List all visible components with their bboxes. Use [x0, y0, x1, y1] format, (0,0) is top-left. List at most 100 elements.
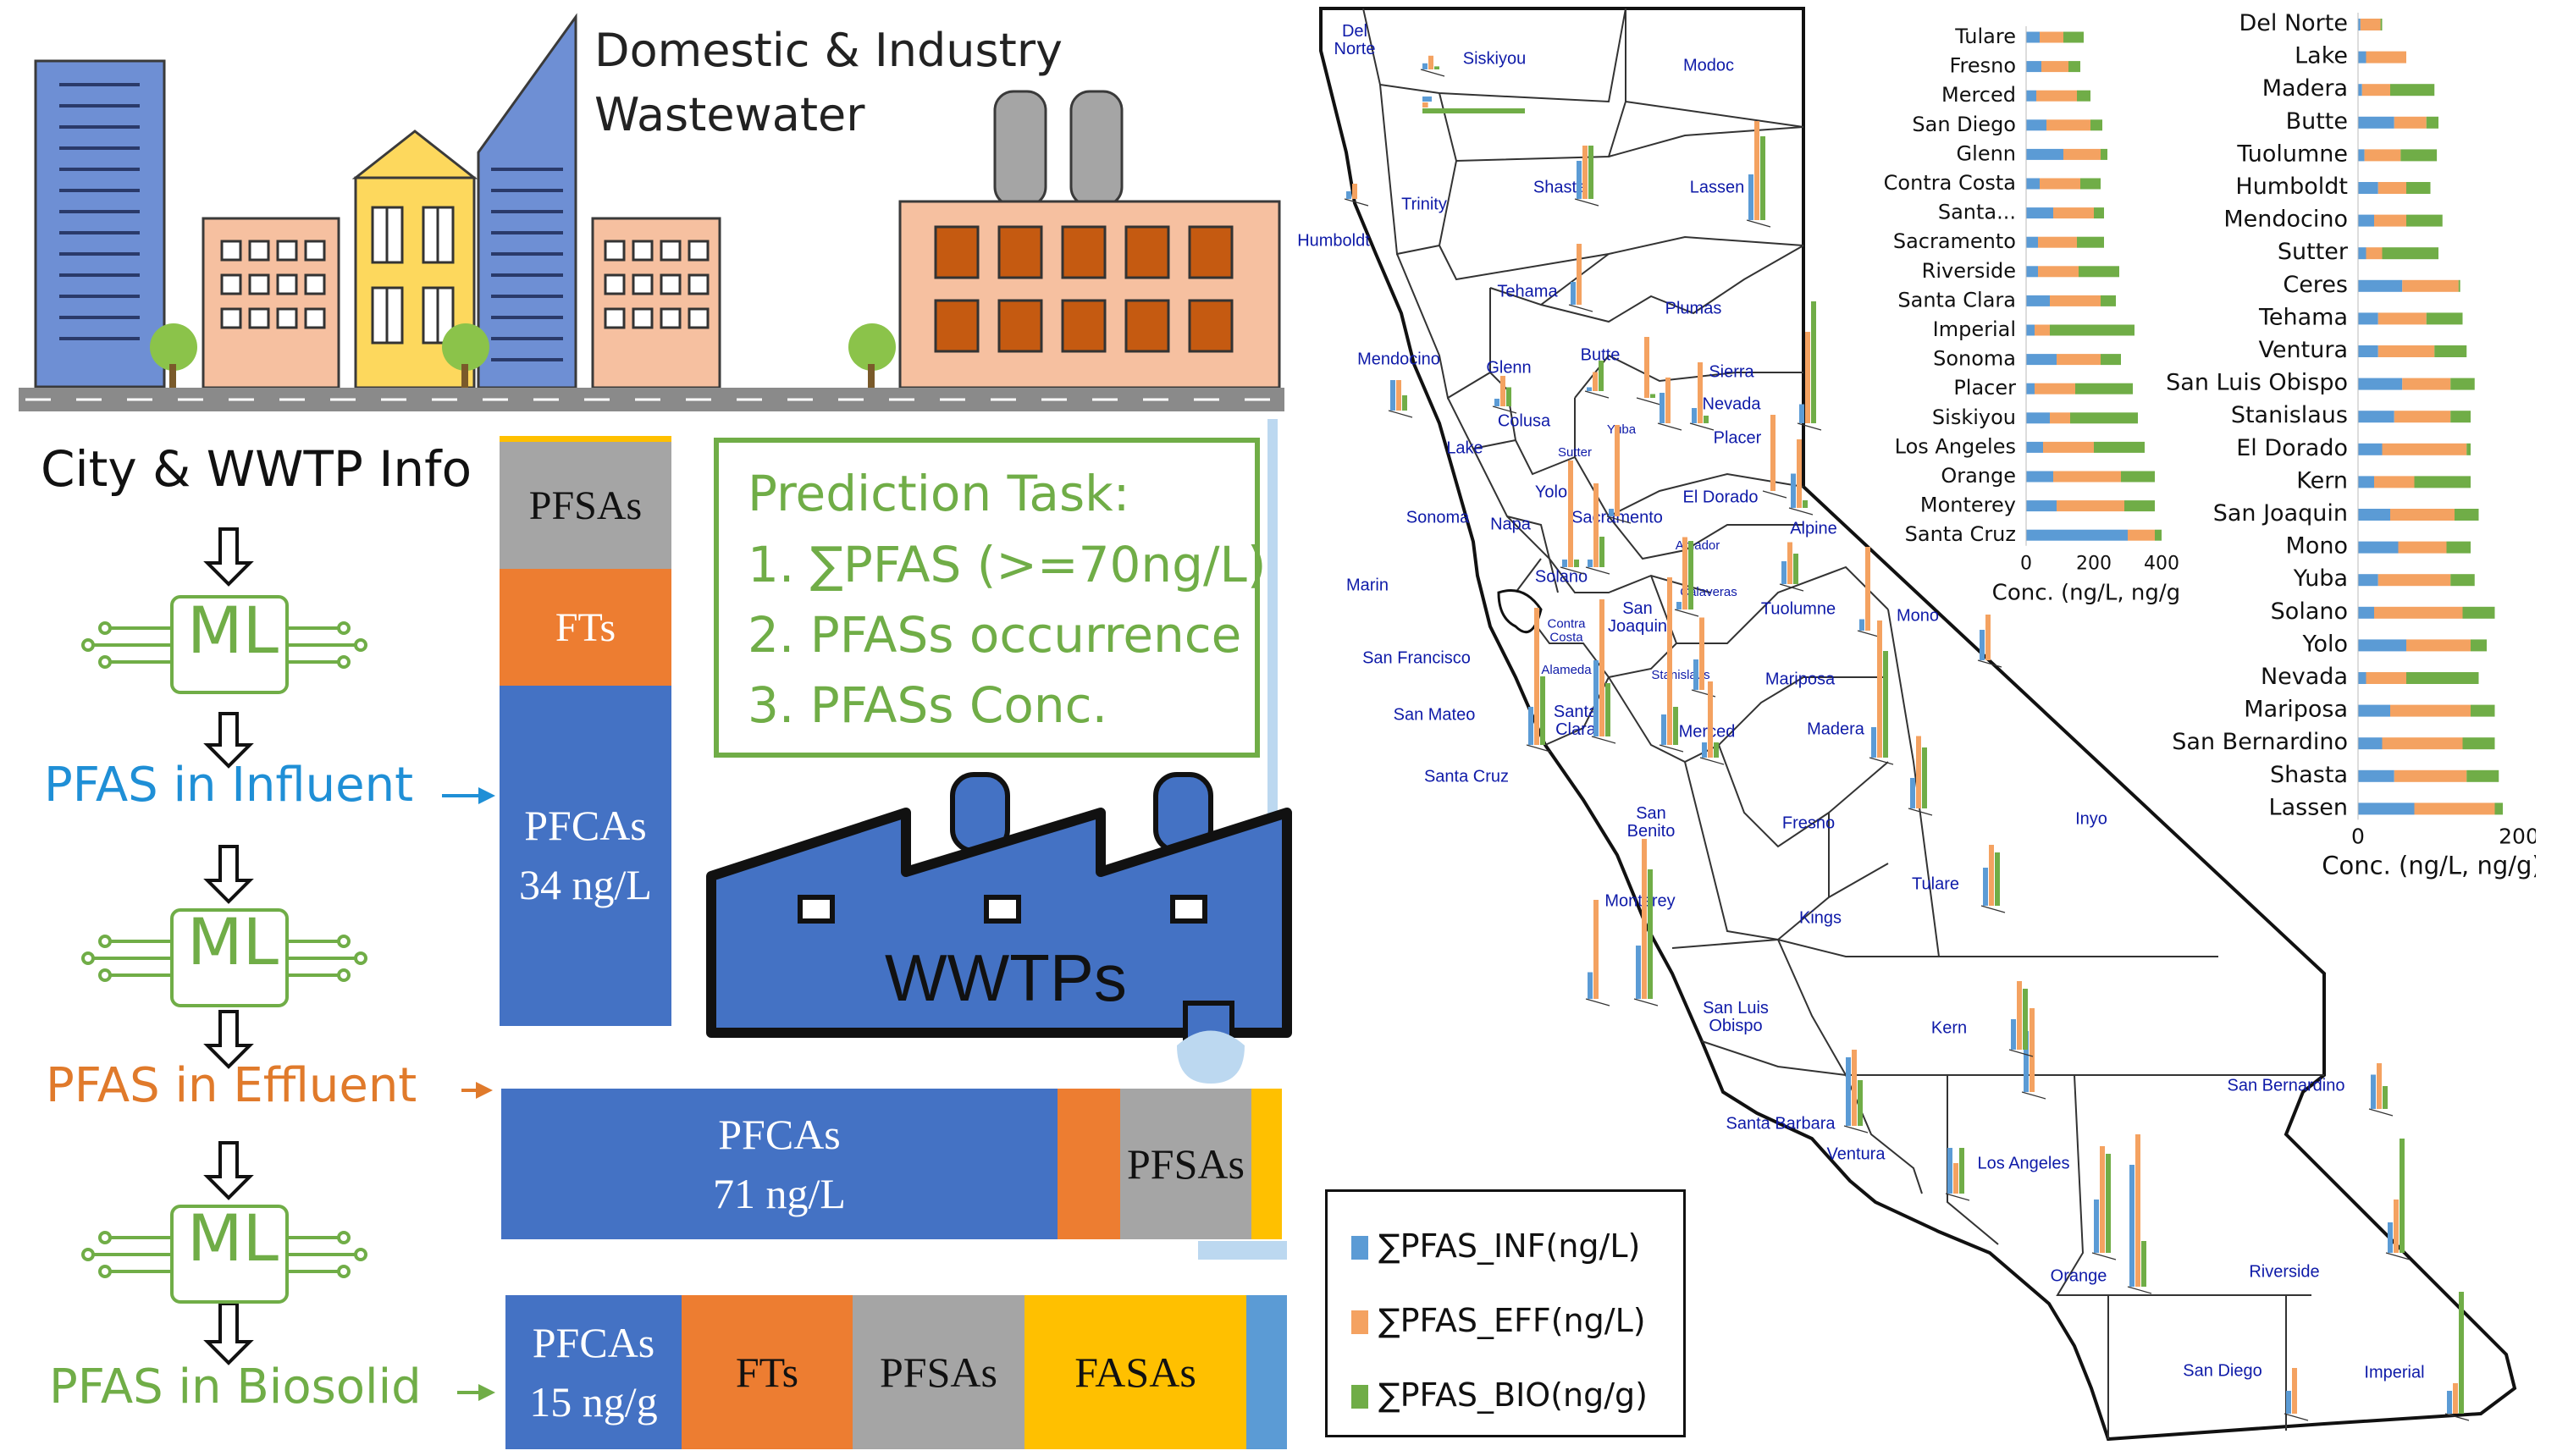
bar-segment — [2358, 312, 2378, 325]
category-label: Mono — [2286, 533, 2348, 560]
state-outline — [1319, 7, 2517, 1442]
influent-pfsa-label: PFSAs — [528, 483, 643, 528]
category-label: El Dorado — [2236, 435, 2348, 461]
bar-segment — [2026, 529, 2128, 541]
influent-ft-seg: FTs — [500, 569, 671, 686]
county-label-sierra: Sierra — [1709, 362, 1754, 382]
bar-segment — [2494, 802, 2503, 815]
bar-segment — [2053, 207, 2094, 219]
legend-eff-swatch — [1351, 1310, 1368, 1334]
category-label: Glenn — [1957, 141, 2016, 165]
biosolid-label: PFAS in Biosolid — [49, 1359, 422, 1415]
county-borders — [1362, 8, 2324, 1439]
biosolid-pfsa-label: PFSAs — [880, 1348, 997, 1396]
category-label: Siskiyou — [1932, 405, 2016, 429]
biosolid-stack: PFCAs 15 ng/g FTs PFSAs FASAs — [505, 1295, 1287, 1449]
bar-segment — [2366, 51, 2406, 63]
x-tick-label: 200 — [2499, 824, 2536, 848]
category-label: Tuolumne — [2236, 141, 2348, 167]
bar-segment — [2026, 500, 2057, 512]
bar-segment — [2026, 383, 2035, 394]
bar-segment — [2414, 476, 2471, 488]
bar-segment — [2406, 214, 2443, 227]
category-label: Orange — [1941, 464, 2016, 488]
effluent-label: PFAS in Effluent — [46, 1058, 417, 1113]
ml-label-2: ML — [187, 904, 279, 979]
bay-water — [1497, 589, 1543, 634]
california-map — [1319, 7, 2517, 1442]
bar-segment — [2080, 178, 2101, 190]
county-label-san-mateo: San Mateo — [1393, 705, 1476, 725]
prediction-item-3: 3. PFASs Conc. — [748, 676, 1108, 734]
biosolid-pfca-conc: 15 ng/g — [529, 1378, 658, 1426]
wastewater-title-line2: Wastewater — [594, 88, 865, 141]
legend-inf-swatch — [1351, 1236, 1368, 1260]
county-label-mariposa: Mariposa — [1764, 670, 1836, 689]
bar-segment — [2358, 247, 2366, 260]
bar-segment — [2358, 279, 2403, 292]
bar-segment — [2390, 509, 2455, 521]
bar-segment — [2400, 149, 2438, 162]
bar-segment — [2358, 737, 2383, 750]
ml-chip-1 — [81, 595, 367, 694]
bar-segment — [2358, 476, 2374, 488]
category-label: Mendocino — [2223, 207, 2348, 233]
bar-segment — [2038, 266, 2079, 278]
bar-segment — [2358, 51, 2366, 63]
prediction-item-2: 2. PFASs occurrence — [748, 606, 1242, 664]
bar-segment — [2406, 182, 2431, 194]
county-label-colusa: Colusa — [1497, 411, 1551, 431]
influent-pfca-conc: 34 ng/L — [519, 861, 652, 908]
county-label-santa-barbara: Santa Barbara — [1726, 1114, 1836, 1133]
bar-segment — [2057, 354, 2101, 366]
county-label-yuba: Yuba — [1606, 422, 1637, 438]
category-label: Imperial — [1933, 317, 2016, 341]
county-label-sutter: Sutter — [1557, 445, 1593, 461]
category-label: Lake — [2295, 43, 2348, 69]
county-label-humboldt: Humboldt — [1297, 231, 1370, 251]
bar-segment — [2377, 345, 2435, 357]
county-label-trinity: Trinity — [1401, 195, 1447, 214]
wwtp-factory — [706, 772, 1292, 1084]
county-label-plumas: Plumas — [1665, 299, 1722, 318]
prediction-task-box: Prediction Task: 1. ∑PFAS (>=70ng/L) 2. … — [714, 438, 1266, 758]
bar-segment — [2358, 19, 2361, 30]
bar-segment — [2026, 324, 2035, 336]
ml-label-3: ML — [187, 1200, 279, 1276]
county-label-san-joaquin: San Joaquin — [1607, 599, 1668, 636]
bar-segment — [2358, 541, 2399, 554]
bar-segment — [2050, 324, 2134, 336]
bar-segment — [2094, 441, 2145, 453]
ml-chip-2 — [81, 908, 367, 1007]
county-label-tuolumne: Tuolumne — [1760, 599, 1836, 619]
county-label-contra-costa: Contra Costa — [1547, 616, 1586, 644]
county-label-inyo: Inyo — [2075, 809, 2107, 829]
bar-segment — [2077, 90, 2090, 102]
county-label-alpine: Alpine — [1790, 519, 1837, 538]
bar-segment — [2036, 90, 2077, 102]
bar-segment — [2358, 639, 2406, 652]
bar-segment — [2455, 509, 2479, 521]
county-label-sacramento: Sacramento — [1571, 508, 1663, 527]
county-label-amador: Amador — [1675, 538, 1720, 554]
category-label: Santa Cruz — [1905, 522, 2016, 546]
county-label-san-bernardino: San Bernardino — [2227, 1076, 2345, 1095]
category-label: Mariposa — [2244, 697, 2348, 723]
biosolid-pfca-seg: PFCAs 15 ng/g — [505, 1295, 682, 1449]
bar-segment — [2070, 412, 2138, 424]
category-label: Riverside — [1922, 259, 2016, 283]
influent-ft-label: FTs — [555, 604, 616, 650]
effluent-pfca-name: PFCAs — [718, 1111, 841, 1158]
category-label: Sacramento — [1893, 229, 2016, 253]
biosolid-fasa-seg: FASAs — [1024, 1295, 1246, 1449]
category-label: Shasta — [2270, 762, 2348, 788]
bar-segment — [2128, 529, 2155, 541]
category-label: Madera — [2262, 75, 2348, 102]
bar-segment — [2057, 500, 2124, 512]
influent-pfsa-seg: PFSAs — [500, 442, 671, 569]
category-label: Butte — [2286, 108, 2348, 135]
wastewater-title-line1: Domestic & Industry — [594, 24, 1063, 77]
county-label-shasta: Shasta — [1533, 178, 1587, 197]
category-label: Solano — [2271, 598, 2348, 625]
bar-segment — [2038, 236, 2077, 248]
